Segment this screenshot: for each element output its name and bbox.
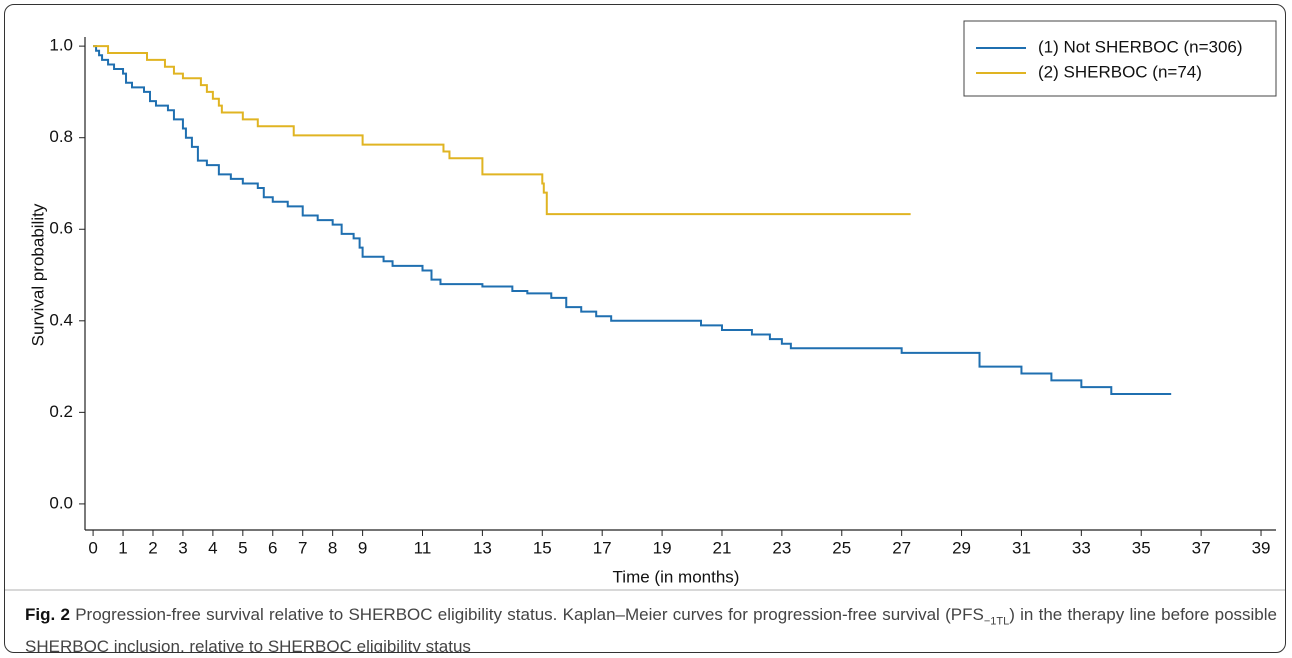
- x-tick-label: 31: [1012, 538, 1031, 557]
- y-tick-label: 0.8: [49, 127, 73, 146]
- x-tick-label: 39: [1252, 538, 1271, 557]
- x-tick-label: 23: [772, 538, 791, 557]
- legend-label: (2) SHERBOC (n=74): [1038, 62, 1202, 81]
- y-tick-label: 0.2: [49, 402, 73, 421]
- x-tick-label: 27: [892, 538, 911, 557]
- caption: Fig. 2 Progression-free survival relativ…: [25, 602, 1277, 653]
- x-tick-label: 37: [1192, 538, 1211, 557]
- x-tick-label: 19: [653, 538, 672, 557]
- x-tick-label: 35: [1132, 538, 1151, 557]
- x-tick-label: 6: [268, 538, 277, 557]
- figure-frame: Time (in months) Survival probability 0.…: [4, 4, 1286, 653]
- x-tick-label: 15: [533, 538, 552, 557]
- y-tick-label: 0.0: [49, 493, 73, 512]
- x-tick-label: 5: [238, 538, 247, 557]
- caption-label: Fig. 2: [25, 605, 70, 624]
- x-tick-label: 4: [208, 538, 217, 557]
- caption-text: Progression-free survival relative to SH…: [75, 605, 984, 624]
- legend-label: (1) Not SHERBOC (n=306): [1038, 37, 1243, 56]
- x-tick-label: 13: [473, 538, 492, 557]
- y-tick-label: 0.4: [49, 310, 73, 329]
- caption-subscript: −1TL: [983, 615, 1010, 628]
- x-tick-label: 9: [358, 538, 367, 557]
- caption-text: ) in the therapy line before possible SH…: [25, 605, 1277, 653]
- survival-curve: [93, 45, 911, 216]
- x-tick-label: 25: [832, 538, 851, 557]
- x-tick-label: 21: [713, 538, 732, 557]
- x-tick-label: 29: [952, 538, 971, 557]
- y-axis-label: Survival probability: [28, 203, 47, 346]
- x-tick-label: 33: [1072, 538, 1091, 557]
- survival-curve: [93, 45, 1172, 396]
- x-tick-label: 7: [298, 538, 307, 557]
- y-tick-label: 1.0: [49, 36, 73, 55]
- x-tick-label: 11: [414, 538, 432, 557]
- x-tick-label: 0: [88, 538, 97, 557]
- x-axis-label: Time (in months): [613, 567, 740, 586]
- x-tick-label: 17: [593, 538, 612, 557]
- x-tick-label: 2: [148, 538, 157, 557]
- x-tick-label: 8: [328, 538, 337, 557]
- x-tick-label: 1: [118, 538, 127, 557]
- x-tick-label: 3: [178, 538, 187, 557]
- y-tick-label: 0.6: [49, 219, 73, 238]
- chart: Time (in months) Survival probability 0.…: [5, 20, 1285, 591]
- legend-box: [963, 20, 1277, 97]
